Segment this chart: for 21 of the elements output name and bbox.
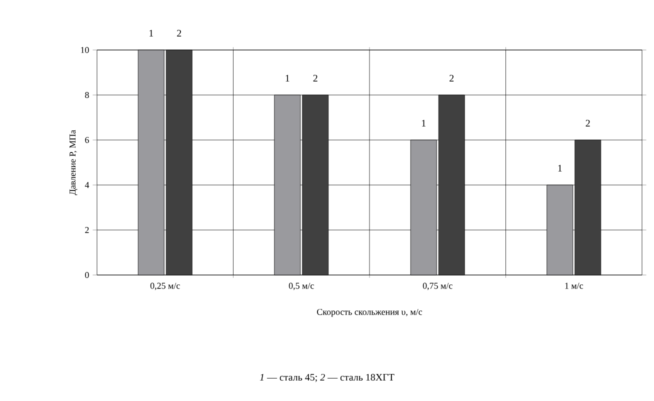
x-tick-label: 0,75 м/с xyxy=(422,282,452,290)
x-axis-title: Скорость скольжения υ, м/с xyxy=(317,308,422,317)
series-label: 1 xyxy=(558,164,562,172)
y-tick-label: 6 xyxy=(85,136,89,144)
y-tick-label: 0 xyxy=(85,272,89,278)
text: 2 xyxy=(313,74,318,82)
text: 1 — сталь 45; 2 — сталь 18ХГТ xyxy=(260,374,394,382)
y-tick-label: 4 xyxy=(84,182,90,188)
text: 1 xyxy=(150,30,154,36)
text: 1 xyxy=(422,120,426,126)
x-tick-label: 0,5 м/с xyxy=(288,282,314,290)
x-tick-label: 1 м/с xyxy=(565,282,584,289)
y-tick-label: 2 xyxy=(85,227,89,233)
y-axis-title: Давление Р, МПа xyxy=(70,130,78,196)
y-tick-label: 8 xyxy=(85,92,89,98)
y-tick-label: 10 xyxy=(81,46,89,54)
text: 2 xyxy=(586,120,590,126)
x-tick-label: 0,25 м/с xyxy=(150,282,180,290)
series-label: 2 xyxy=(177,30,182,36)
text: 2 xyxy=(450,74,454,82)
text: 1 xyxy=(286,74,290,82)
